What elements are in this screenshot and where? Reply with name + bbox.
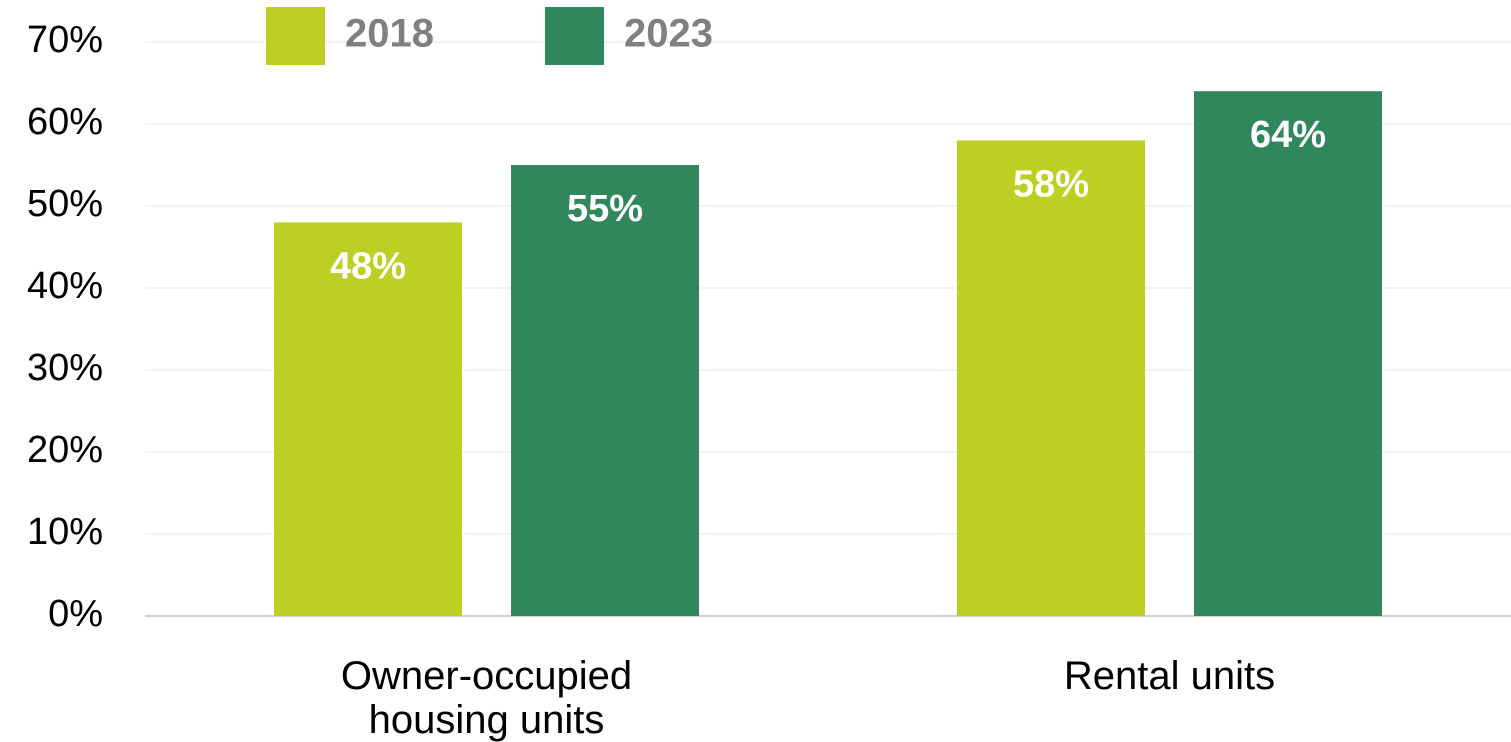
y-tick-label: 0% xyxy=(48,593,103,635)
legend-swatch xyxy=(266,7,325,65)
bar xyxy=(274,222,462,616)
bar xyxy=(511,165,699,616)
y-tick-label: 60% xyxy=(27,101,103,143)
value-label: 48% xyxy=(330,245,406,287)
y-tick-label: 20% xyxy=(27,429,103,471)
value-label: 58% xyxy=(1013,163,1089,205)
legend-label: 2023 xyxy=(624,12,713,56)
y-tick-label: 30% xyxy=(27,347,103,389)
y-tick-label: 40% xyxy=(27,265,103,307)
y-tick-label: 10% xyxy=(27,511,103,553)
value-label: 64% xyxy=(1250,114,1326,156)
legend-label: 2018 xyxy=(345,12,434,56)
value-label: 55% xyxy=(567,188,643,230)
x-tick-label: Owner-occupied housing units xyxy=(340,654,633,742)
bar xyxy=(1194,91,1382,616)
y-tick-label: 50% xyxy=(27,183,103,225)
y-tick-label: 70% xyxy=(27,19,103,61)
x-tick-label: Rental units xyxy=(1063,654,1276,698)
legend-swatch xyxy=(545,7,604,65)
bar xyxy=(957,140,1145,616)
